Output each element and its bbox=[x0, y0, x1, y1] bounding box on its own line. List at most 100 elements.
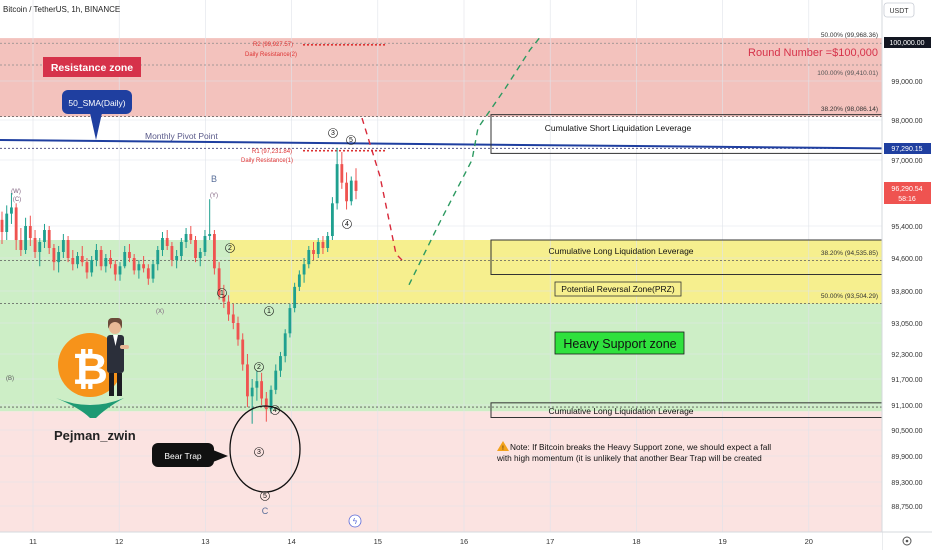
candle bbox=[302, 258, 306, 283]
candle bbox=[283, 329, 287, 363]
sma-50-daily-line bbox=[0, 139, 883, 150]
candle bbox=[274, 364, 278, 395]
prz-label-box bbox=[554, 281, 682, 297]
pivot-r1-name: Daily Resistance(1) bbox=[241, 158, 293, 164]
candle bbox=[269, 385, 273, 414]
candle bbox=[246, 354, 249, 408]
candle bbox=[0, 211, 4, 244]
bar-countdown: 58:16 bbox=[898, 196, 916, 203]
candle bbox=[109, 250, 112, 269]
y-tick-label: 89,900.00 bbox=[891, 454, 922, 461]
settings-icon[interactable] bbox=[902, 536, 912, 546]
note-line-1: Note: If Bitcoin breaks the Heavy Suppor… bbox=[510, 442, 771, 452]
x-tick-label: 15 bbox=[374, 537, 382, 546]
y-tick-label: 97,000.00 bbox=[891, 158, 922, 165]
candle bbox=[208, 199, 212, 240]
candle bbox=[175, 250, 179, 269]
wave-labels: (W) (C) (X) (Y) (B) B C 1 2 3 4 5 1 2 3 … bbox=[6, 128, 356, 516]
resistance-zone-band bbox=[0, 38, 882, 117]
currency-label: USDT bbox=[889, 8, 909, 15]
pivot-r1-label: R1 (97,231.84) bbox=[252, 149, 292, 155]
wave-label-y: (Y) bbox=[210, 193, 218, 199]
candle bbox=[132, 254, 136, 275]
bitcoin-logo: ₿ bbox=[56, 333, 124, 418]
candle bbox=[43, 223, 46, 248]
wave-label-x: (X) bbox=[156, 309, 164, 315]
candle bbox=[146, 264, 150, 285]
candle bbox=[71, 250, 75, 271]
x-tick-label: 16 bbox=[460, 537, 468, 546]
candle bbox=[161, 232, 164, 256]
note-line-2: with high momentum (it is unlikely that … bbox=[496, 453, 762, 463]
candle bbox=[165, 230, 169, 250]
bear-trap-circle bbox=[229, 405, 301, 493]
resistance-zone-badge bbox=[43, 57, 141, 77]
x-tick-label: 12 bbox=[115, 537, 123, 546]
pivot-r2-label: R2 (99,927.57) bbox=[253, 42, 293, 48]
wave-label-w: (W) bbox=[11, 189, 21, 195]
candle bbox=[90, 256, 94, 277]
wave-label-5: 5 bbox=[263, 493, 267, 500]
pivot-gap-band bbox=[0, 116, 882, 240]
x-tick-label: 17 bbox=[546, 537, 554, 546]
wave-label-c-small: (C) bbox=[13, 197, 21, 203]
svg-text:!: ! bbox=[502, 446, 504, 452]
x-tick-label: 20 bbox=[805, 537, 813, 546]
candle bbox=[354, 168, 358, 200]
wave-label-3b: 3 bbox=[331, 130, 335, 137]
y-tick-label: 93,050.00 bbox=[891, 321, 922, 328]
candle bbox=[28, 215, 32, 246]
fib-label-50-top: 50.00% (99,968.36) bbox=[821, 32, 878, 39]
wave-label-1b: 1 bbox=[267, 308, 271, 315]
round-number-label: Round Number =$100,000 bbox=[748, 47, 878, 59]
grid-lines bbox=[0, 0, 882, 532]
candle bbox=[236, 316, 240, 346]
candle bbox=[330, 197, 334, 240]
price-tag-100k: 100,000.00 bbox=[889, 40, 924, 47]
candle bbox=[184, 228, 188, 248]
svg-text:ϟ: ϟ bbox=[353, 517, 358, 526]
candle bbox=[264, 392, 268, 422]
wave-label-2b: 2 bbox=[257, 364, 261, 371]
bear-trap-pointer bbox=[213, 450, 228, 462]
price-tag-100k-box bbox=[884, 37, 931, 48]
candle bbox=[307, 246, 311, 269]
candle bbox=[198, 248, 202, 267]
forecast-up-path bbox=[408, 36, 541, 286]
candle bbox=[38, 238, 42, 267]
candle bbox=[250, 379, 254, 424]
currency-selector[interactable] bbox=[883, 2, 915, 18]
heavy-support-box bbox=[554, 331, 685, 355]
candle bbox=[104, 254, 108, 273]
sma-callout-label: 50_SMA(Daily) bbox=[68, 98, 125, 108]
candle bbox=[260, 372, 264, 405]
candle bbox=[123, 246, 127, 269]
symbol-title: Bitcoin / TetherUS, 1h, BINANCE bbox=[3, 5, 120, 14]
y-tick-label: 92,300.00 bbox=[891, 352, 922, 359]
candle bbox=[212, 230, 216, 275]
wave-label-4: 4 bbox=[273, 407, 277, 414]
heavy-support-label: Heavy Support zone bbox=[563, 337, 676, 351]
warning-icon: ! bbox=[497, 441, 509, 452]
current-price-tag: 96,290.54 bbox=[891, 186, 922, 193]
bear-trap-box bbox=[152, 443, 214, 467]
candle bbox=[10, 193, 13, 224]
x-tick-label: 14 bbox=[287, 537, 295, 546]
x-tick-label: 18 bbox=[632, 537, 640, 546]
wave-label-b: B bbox=[211, 174, 217, 184]
candle bbox=[349, 176, 353, 206]
candle bbox=[170, 242, 174, 267]
x-tick-label: 11 bbox=[29, 537, 37, 546]
candle bbox=[19, 228, 23, 256]
candle bbox=[189, 226, 193, 244]
candle bbox=[279, 351, 282, 377]
y-tick-label: 99,000.00 bbox=[891, 79, 922, 86]
sma-price-tag: 97,290.15 bbox=[891, 146, 922, 153]
sma-callout-pointer bbox=[90, 113, 102, 140]
candle bbox=[47, 226, 51, 254]
candle bbox=[80, 246, 84, 267]
y-tick-label: 88,750.00 bbox=[891, 504, 922, 511]
candle bbox=[335, 148, 339, 210]
sma-callout-box bbox=[62, 90, 132, 114]
